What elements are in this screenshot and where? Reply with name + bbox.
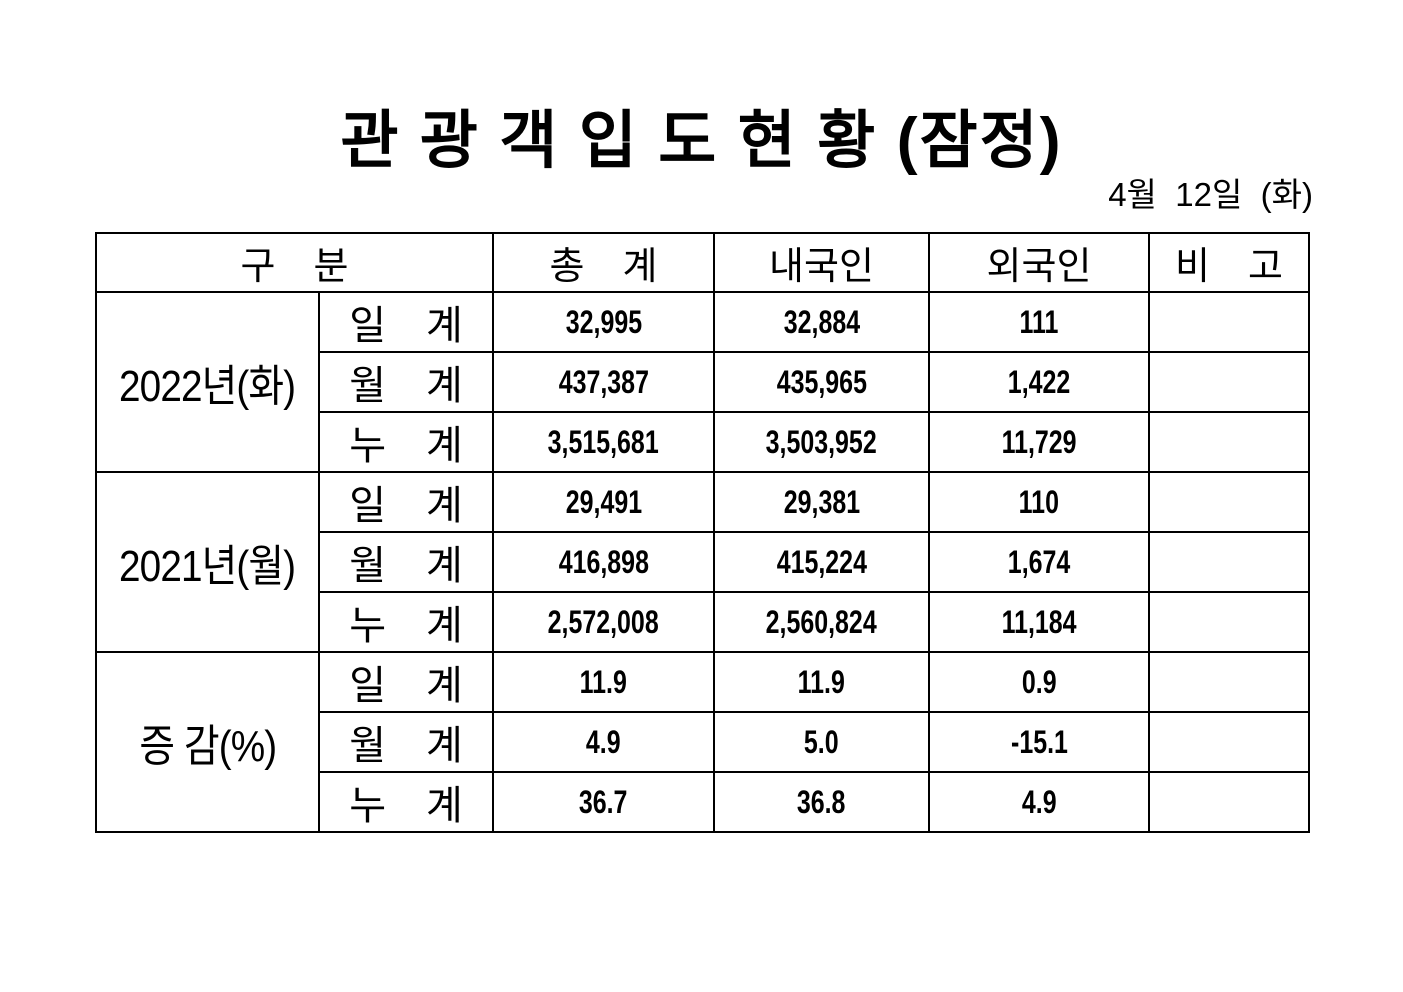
tourist-arrivals-table: 구 분 총 계 내국인 외국인 비 고 2022년(화) 일 계 32,995 …: [95, 232, 1310, 833]
cell-year-2022: 2022년(화): [95, 291, 320, 473]
foreign-value: 111: [1019, 303, 1059, 340]
cell-total: 11.9: [492, 651, 715, 713]
table-row: 월 계 4.9 5.0 -15.1: [96, 711, 1310, 773]
total-value: 437,387: [558, 363, 649, 400]
cell-total: 32,995: [492, 291, 715, 353]
page-title: 관 광 객 입 도 현 황 (잠정): [340, 106, 1063, 176]
foreign-value: 1,422: [1007, 363, 1071, 400]
domestic-value: 2,560,824: [765, 603, 878, 640]
cell-domestic: 11.9: [713, 651, 930, 713]
table-row: 월 계 437,387 435,965 1,422: [96, 351, 1310, 413]
year-label-2022: 2022년(화): [119, 362, 296, 411]
total-value: 4.9: [586, 723, 621, 760]
cell-remark: [1148, 291, 1310, 353]
total-value: 29,491: [565, 483, 642, 520]
cell-domestic: 5.0: [713, 711, 930, 773]
cell-remark: [1148, 411, 1310, 473]
change-pct-label: 증 감(%): [139, 722, 277, 771]
domestic-value: 3,503,952: [765, 423, 878, 460]
domestic-value: 29,381: [783, 483, 860, 520]
cell-domestic: 2,560,824: [713, 591, 930, 653]
cell-foreign: 4.9: [928, 771, 1150, 833]
domestic-value: 5.0: [804, 723, 839, 760]
header-domestic: 내국인: [713, 232, 930, 293]
cell-total: 29,491: [492, 471, 715, 533]
cell-domestic: 32,884: [713, 291, 930, 353]
table-row: 누 계 3,515,681 3,503,952 11,729: [96, 411, 1310, 473]
cell-remark: [1148, 591, 1310, 653]
foreign-value: 11,184: [1001, 603, 1077, 640]
cell-total: 437,387: [492, 351, 715, 413]
foreign-value: 4.9: [1021, 783, 1057, 820]
report-date: 4월 12일 (화): [1108, 176, 1313, 213]
cell-year-2021: 2021년(월): [95, 471, 320, 653]
total-value: 416,898: [558, 543, 649, 580]
cell-remark: [1148, 711, 1310, 773]
cell-total: 416,898: [492, 531, 715, 593]
table-row: 2021년(월) 일 계 29,491 29,381 110: [95, 471, 1310, 653]
header-total: 총 계: [492, 232, 715, 293]
foreign-value: 110: [1018, 483, 1060, 520]
cell-foreign: -15.1: [928, 711, 1150, 773]
foreign-value: -15.1: [1010, 723, 1068, 760]
cell-remark: [1148, 471, 1310, 533]
domestic-value: 32,884: [783, 303, 860, 340]
table-row: 증 감(%) 일 계 11.9 11.9 0.9: [95, 651, 1310, 833]
cell-foreign: 11,184: [928, 591, 1150, 653]
table-row: 누 계 36.7 36.8 4.9: [96, 771, 1310, 833]
cell-sublabel-cumulative: 누 계: [318, 591, 494, 653]
cell-foreign: 1,674: [928, 531, 1150, 593]
cell-sublabel-daily: 일 계: [318, 291, 494, 353]
header-row: 구 분 총 계 내국인 외국인 비 고: [95, 232, 1310, 293]
cell-domestic: 36.8: [713, 771, 930, 833]
domestic-value: 435,965: [776, 363, 867, 400]
domestic-value: 36.8: [797, 783, 846, 820]
total-value: 32,995: [565, 303, 642, 340]
cell-sublabel-monthly: 월 계: [318, 351, 494, 413]
cell-total: 3,515,681: [492, 411, 715, 473]
header-foreign: 외국인: [928, 232, 1150, 293]
cell-sublabel-daily: 일 계: [318, 651, 494, 713]
foreign-value: 1,674: [1007, 543, 1071, 580]
total-value: 3,515,681: [547, 423, 660, 460]
cell-remark: [1148, 651, 1310, 713]
year-label-2021: 2021년(월): [119, 542, 296, 591]
domestic-value: 11.9: [797, 663, 846, 700]
cell-foreign: 1,422: [928, 351, 1150, 413]
cell-sublabel-cumulative: 누 계: [318, 411, 494, 473]
domestic-value: 415,224: [776, 543, 867, 580]
foreign-value: 0.9: [1021, 663, 1057, 700]
table-row: 누 계 2,572,008 2,560,824 11,184: [96, 591, 1310, 653]
cell-sublabel-monthly: 월 계: [318, 711, 494, 773]
cell-domestic: 3,503,952: [713, 411, 930, 473]
cell-remark: [1148, 531, 1310, 593]
total-value: 2,572,008: [547, 603, 660, 640]
cell-total: 36.7: [492, 771, 715, 833]
cell-foreign: 0.9: [928, 651, 1150, 713]
cell-change-pct: 증 감(%): [95, 651, 320, 833]
total-value: 36.7: [579, 783, 628, 820]
cell-sublabel-cumulative: 누 계: [318, 771, 494, 833]
table-row: 월 계 416,898 415,224 1,674: [96, 531, 1310, 593]
cell-domestic: 29,381: [713, 471, 930, 533]
header-remark: 비 고: [1148, 232, 1310, 293]
cell-sublabel-daily: 일 계: [318, 471, 494, 533]
cell-domestic: 435,965: [713, 351, 930, 413]
table-row: 2022년(화) 일 계 32,995 32,884 111: [95, 291, 1310, 473]
cell-remark: [1148, 771, 1310, 833]
cell-total: 2,572,008: [492, 591, 715, 653]
total-value: 11.9: [579, 663, 628, 700]
cell-foreign: 11,729: [928, 411, 1150, 473]
cell-remark: [1148, 351, 1310, 413]
cell-domestic: 415,224: [713, 531, 930, 593]
header-category: 구 분: [95, 232, 494, 293]
foreign-value: 11,729: [1001, 423, 1077, 460]
cell-sublabel-monthly: 월 계: [318, 531, 494, 593]
cell-foreign: 111: [928, 291, 1150, 353]
cell-total: 4.9: [492, 711, 715, 773]
cell-foreign: 110: [928, 471, 1150, 533]
